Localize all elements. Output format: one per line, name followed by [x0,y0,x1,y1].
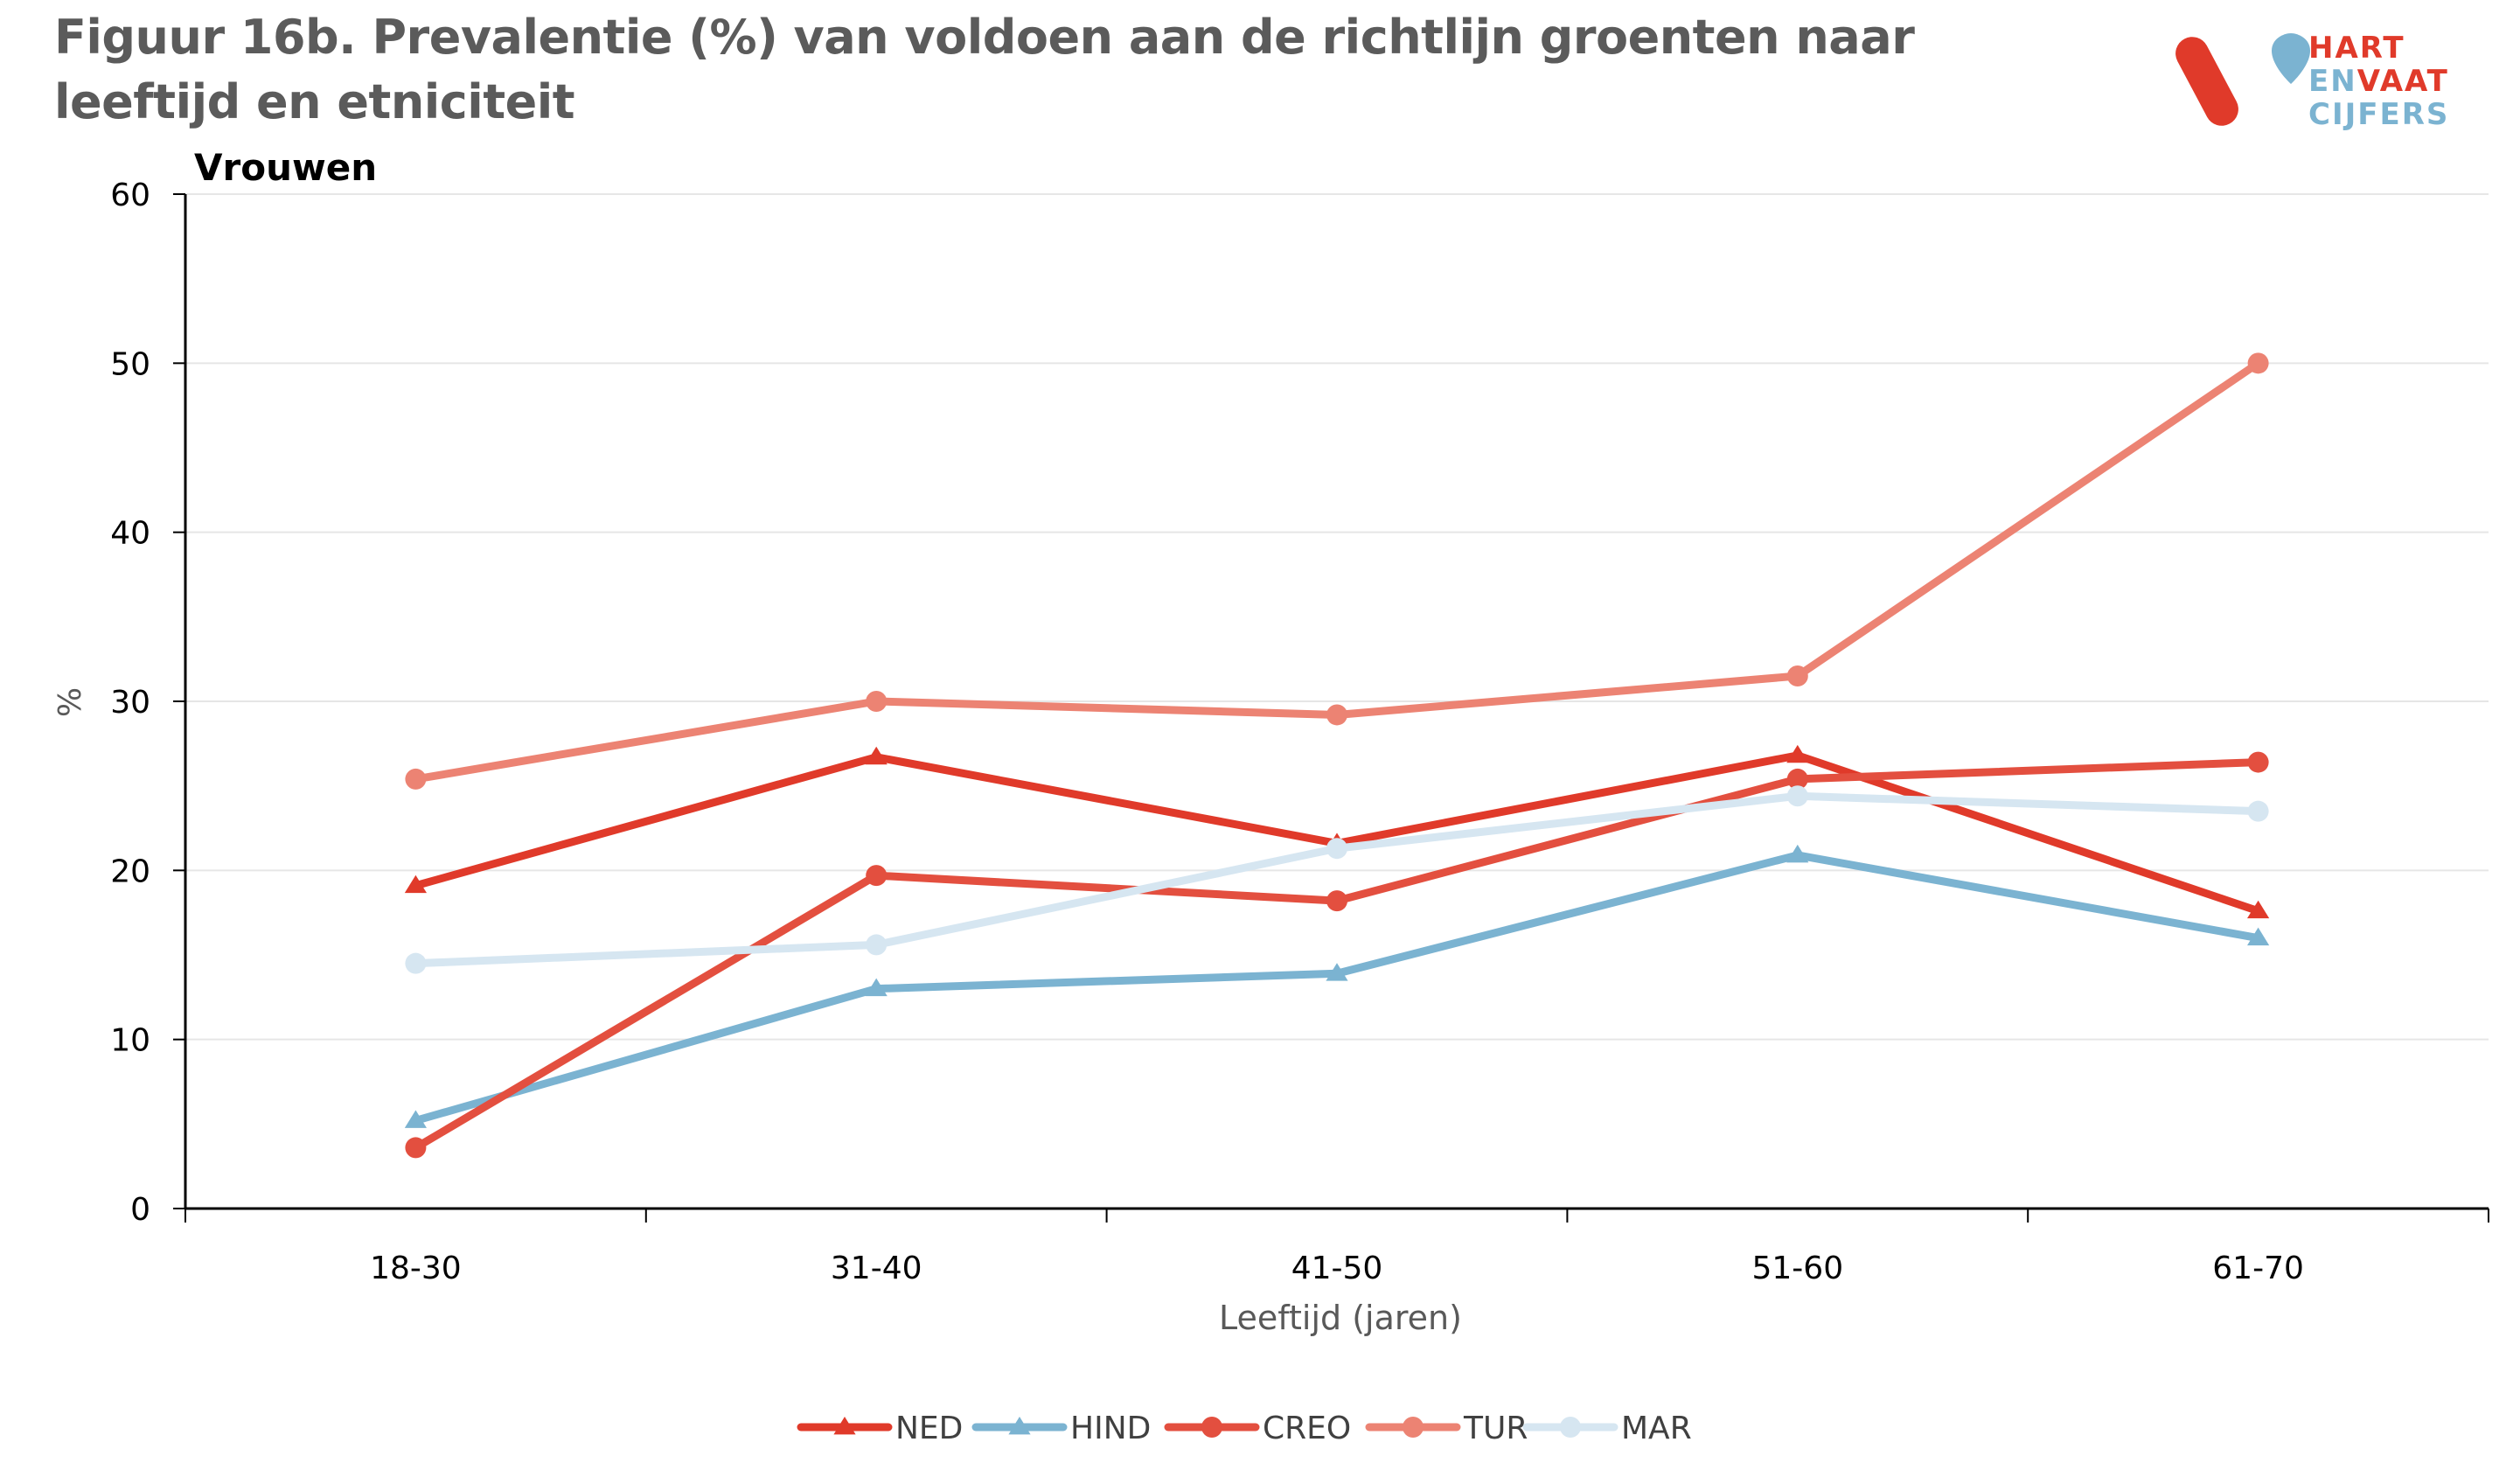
x-tick-label: 31-40 [831,1251,922,1286]
data-point [1786,744,1809,763]
data-point [1326,890,1347,912]
legend-swatch-marker [1201,1417,1222,1438]
data-point [405,768,427,790]
x-axis-label: Leeftijd (jaren) [1219,1299,1462,1337]
x-tick-label: 41-50 [1291,1251,1383,1286]
data-point [1326,838,1347,860]
x-tick-label: 51-60 [1751,1251,1843,1286]
data-point [865,978,888,997]
data-point [2247,352,2269,374]
logo-line-3: CIJFERS [2308,97,2450,132]
legend-item-mar: MAR [1522,1411,1692,1446]
legend-item-tur: TUR [1365,1411,1528,1446]
data-point [865,746,888,765]
data-point [2247,800,2269,822]
series-creo [405,751,2269,1159]
legend-label: MAR [1621,1411,1692,1446]
y-tick-label: 10 [110,1023,150,1059]
series-mar [405,785,2269,974]
data-point [866,934,888,956]
y-tick-label: 40 [110,516,150,552]
data-point [1786,785,1808,807]
gridlines [185,193,2489,1041]
y-tick-label: 20 [110,853,150,889]
series-tur [405,352,2269,790]
data-point [2247,751,2269,773]
data-point [405,952,427,974]
data-point [866,691,888,712]
data-point [1326,704,1347,726]
legend-item-creo: CREO [1164,1411,1351,1446]
legend-label: NED [895,1411,963,1446]
logo-line-1: HART [2308,31,2405,66]
data-point [2247,927,2270,946]
data-point [404,874,427,894]
x-tick-label: 18-30 [370,1251,462,1286]
legend-swatch-marker [1560,1417,1581,1438]
legend-label: TUR [1463,1411,1528,1446]
legend-swatch-marker [1008,1417,1031,1435]
legend-item-hind: HIND [971,1411,1151,1446]
data-point [1786,768,1808,790]
series-hind [404,844,2270,1128]
chart-title: Figuur 16b. Prevalentie (%) van voldoen … [54,10,1915,129]
legend-swatch-marker [833,1417,856,1435]
hartenvaat-logo-text: HART ENVAAT CIJFERS [2308,31,2449,131]
legend: NED HIND CREO TUR MAR [797,1411,1692,1446]
logo-line-2a: EN [2308,64,2357,99]
legend-item-ned: NED [797,1411,963,1446]
legend-label: HIND [1070,1411,1151,1446]
data-point [405,1137,427,1159]
axes: 0 10 20 30 40 50 60 18-30 31-40 41-50 51-60 61-70 [110,178,2489,1286]
data-point [1786,665,1808,686]
logo-line-2b: VAAT [2356,64,2449,99]
y-axis-label: % [52,687,88,717]
data-point [1326,963,1348,981]
data-point [404,1110,427,1128]
hartenvaat-logo-icon [2175,33,2310,126]
data-point [2247,900,2270,919]
y-tick-label: 0 [130,1192,150,1228]
x-tick-label: 61-70 [2212,1251,2304,1286]
y-tick-label: 30 [110,685,150,721]
chart-subtitle: Vrouwen [194,146,377,189]
data-point [866,865,888,887]
data-point [1786,844,1809,863]
y-tick-label: 50 [110,346,150,382]
legend-label: CREO [1263,1411,1351,1446]
y-tick-label: 60 [110,178,150,213]
series-group [404,352,2270,1159]
legend-swatch-marker [1403,1417,1424,1438]
